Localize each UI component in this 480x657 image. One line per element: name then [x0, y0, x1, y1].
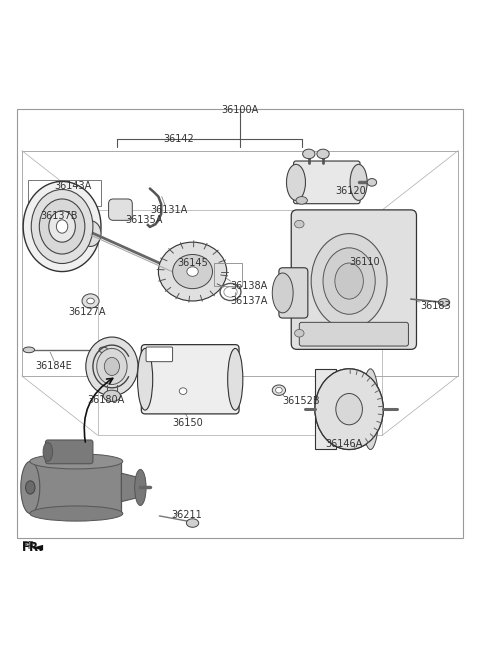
Text: 36138A: 36138A [230, 281, 268, 291]
Text: 36100A: 36100A [221, 104, 259, 114]
Ellipse shape [311, 234, 387, 328]
Text: 36180A: 36180A [87, 395, 125, 405]
Text: 36137B: 36137B [41, 211, 78, 221]
Ellipse shape [323, 248, 375, 314]
Text: 36142: 36142 [163, 134, 194, 144]
Text: 36143A: 36143A [54, 181, 92, 191]
Text: 36146A: 36146A [326, 439, 363, 449]
Ellipse shape [367, 179, 377, 186]
Ellipse shape [86, 337, 138, 396]
FancyBboxPatch shape [300, 323, 408, 346]
Ellipse shape [23, 181, 101, 271]
Ellipse shape [99, 347, 108, 353]
FancyBboxPatch shape [46, 440, 93, 464]
Ellipse shape [137, 348, 153, 410]
FancyBboxPatch shape [141, 345, 239, 414]
FancyBboxPatch shape [291, 210, 417, 350]
FancyBboxPatch shape [108, 199, 132, 220]
Ellipse shape [296, 196, 307, 204]
Ellipse shape [295, 329, 304, 337]
Ellipse shape [335, 263, 363, 299]
FancyBboxPatch shape [294, 161, 360, 204]
Ellipse shape [362, 369, 379, 449]
Ellipse shape [23, 347, 35, 353]
FancyBboxPatch shape [279, 268, 308, 318]
Text: FR.: FR. [22, 541, 44, 555]
Ellipse shape [96, 348, 127, 384]
Ellipse shape [272, 273, 293, 313]
Ellipse shape [438, 299, 450, 306]
Text: 36145: 36145 [178, 258, 208, 268]
Ellipse shape [315, 369, 384, 449]
Polygon shape [30, 461, 121, 514]
Ellipse shape [21, 461, 40, 514]
Ellipse shape [179, 388, 187, 394]
Polygon shape [121, 473, 140, 502]
Ellipse shape [31, 189, 93, 263]
Ellipse shape [287, 164, 305, 200]
Text: 36135A: 36135A [125, 215, 163, 225]
Text: 36150: 36150 [172, 418, 203, 428]
Ellipse shape [25, 481, 35, 494]
Ellipse shape [228, 348, 243, 410]
Bar [28, 180, 101, 206]
Text: 36131A: 36131A [150, 205, 187, 215]
FancyBboxPatch shape [146, 347, 173, 362]
Bar [214, 263, 242, 286]
Text: 36183: 36183 [420, 301, 451, 311]
Ellipse shape [350, 164, 367, 200]
Text: 36137A: 36137A [230, 296, 268, 306]
Ellipse shape [30, 506, 123, 521]
Ellipse shape [56, 220, 68, 233]
Ellipse shape [135, 469, 146, 505]
Ellipse shape [317, 149, 329, 158]
Text: 36127A: 36127A [69, 307, 106, 317]
Text: FR.: FR. [22, 541, 39, 551]
Ellipse shape [315, 369, 384, 449]
Ellipse shape [158, 242, 227, 301]
Polygon shape [32, 545, 43, 551]
Ellipse shape [276, 388, 282, 393]
Ellipse shape [336, 394, 362, 425]
Text: 36211: 36211 [171, 510, 202, 520]
Ellipse shape [87, 298, 95, 304]
Ellipse shape [82, 294, 99, 308]
Ellipse shape [104, 357, 120, 375]
Ellipse shape [49, 211, 75, 242]
Ellipse shape [103, 390, 120, 401]
Ellipse shape [186, 519, 199, 528]
Ellipse shape [187, 267, 198, 277]
Ellipse shape [173, 254, 213, 288]
Polygon shape [315, 369, 336, 449]
Ellipse shape [80, 221, 101, 246]
Ellipse shape [295, 220, 304, 228]
Ellipse shape [30, 454, 123, 469]
Ellipse shape [39, 199, 85, 254]
Text: 36152B: 36152B [283, 396, 320, 406]
Ellipse shape [43, 442, 53, 461]
Text: 36120: 36120 [335, 186, 366, 196]
Ellipse shape [272, 385, 286, 396]
Text: 36184E: 36184E [36, 361, 72, 371]
Text: 36110: 36110 [349, 258, 380, 267]
Ellipse shape [302, 149, 315, 158]
